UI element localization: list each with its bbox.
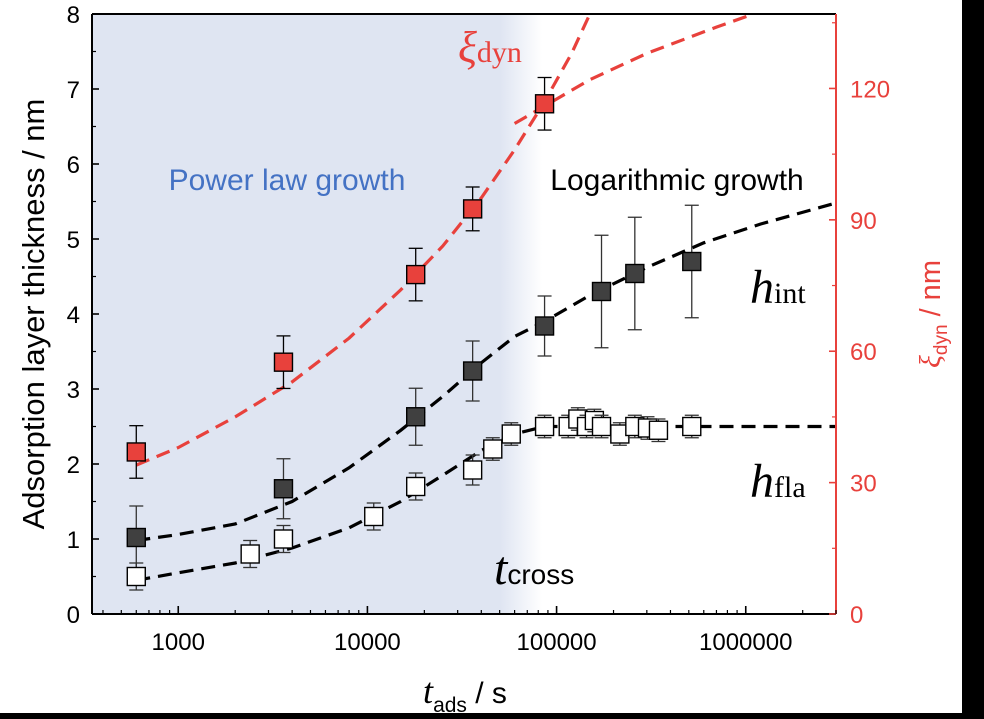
y-tick-label-left: 2 (67, 452, 80, 479)
h_int-marker (462, 361, 483, 381)
h_fla-point (483, 437, 503, 461)
x-tick-label: 100000 (517, 629, 597, 656)
y-tick-label-left: 0 (67, 602, 80, 629)
h_fla-marker (682, 416, 702, 437)
h_int-point (534, 295, 555, 357)
h_fla-point (648, 418, 669, 443)
t-cross-label: tcross (494, 542, 574, 595)
h_fla-marker (126, 566, 146, 587)
h-int-label-main: h (750, 261, 774, 314)
y-tick-label-right: 90 (850, 208, 877, 235)
power-law-region (92, 14, 502, 614)
h_int-point (406, 387, 426, 446)
h_int-marker (625, 263, 645, 284)
y-tick-label-left: 4 (67, 302, 80, 329)
xi_dyn-marker (406, 264, 426, 285)
fit-line-xi_dyn-2 (135, 14, 592, 467)
h_fla-marker (364, 506, 384, 527)
xi-dyn-label-main: ξ (458, 23, 477, 72)
h_int-marker (591, 281, 612, 302)
h_fla-marker (462, 460, 483, 480)
y-tick-label-right: 30 (850, 471, 877, 498)
h-int-label: hint (750, 261, 806, 314)
h-fla-label: hfla (750, 455, 806, 508)
h_int-marker (406, 407, 426, 427)
h_int-marker (682, 251, 702, 272)
chart: 0 1 2 3 4 5 6 7 8 0 30 60 90 120 1000 10000 100000 100000… (16, 2, 952, 713)
h_int-marker (273, 479, 294, 499)
h_fla-marker (501, 424, 521, 444)
x-tick-label: 1000 (152, 629, 205, 656)
xi_dyn-point (534, 76, 555, 131)
h_fla-marker (483, 439, 503, 459)
xi_dyn-point (126, 425, 146, 479)
h_fla-point (534, 414, 555, 439)
x-axis-label-sub: ads (433, 694, 467, 713)
y-tick-label-left: 5 (67, 227, 80, 254)
y-tick-label-left: 7 (67, 77, 80, 104)
h_fla-marker (591, 416, 612, 437)
xi_dyn-marker (534, 94, 555, 114)
h_fla-point (682, 414, 702, 439)
xi_dyn-marker (462, 199, 483, 219)
y-tick-label-left: 8 (67, 2, 80, 29)
h_int-point (462, 340, 483, 402)
x-tick-label: 1000000 (699, 629, 792, 656)
xi_dyn-marker (273, 352, 294, 372)
y-tick-label-left: 6 (67, 152, 80, 179)
h_int-point (682, 204, 702, 319)
h_int-point (625, 216, 645, 331)
y-axis-label-right: ξdyn / nm (914, 260, 952, 368)
xi_dyn-point (273, 335, 294, 390)
h_fla-point (591, 414, 612, 439)
h_int-point (126, 505, 146, 570)
h_fla-point (273, 524, 294, 554)
xi_dyn-point (462, 186, 483, 232)
h_fla-marker (648, 420, 669, 440)
figure-frame: 0 1 2 3 4 5 6 7 8 0 30 60 90 120 1000 10000 100000 100000… (0, 0, 962, 713)
h_int-marker (534, 316, 555, 336)
h_fla-marker (240, 544, 260, 564)
h_int-point (273, 458, 294, 520)
x-axis-label-unit: / s (467, 677, 507, 710)
x-axis-label: tads / s (423, 671, 507, 713)
y-axis-label-left: Adsorption layer thickness / nm (16, 99, 51, 530)
fit-line-h_fla-1 (136, 424, 836, 582)
h_int-marker (126, 527, 146, 548)
t-cross-sub: cross (507, 559, 574, 590)
y-tick-label-left: 1 (67, 527, 80, 554)
h_fla-point (462, 454, 483, 486)
xi_dyn-point (406, 247, 426, 302)
y-axis-label-right-sub: dyn (931, 324, 952, 355)
y-tick-label-right: 120 (850, 76, 890, 103)
y-axis-label-right-main: ξ (914, 355, 947, 368)
h-int-label-sub: int (774, 277, 806, 310)
y-tick-label-left: 3 (67, 377, 80, 404)
y-tick-label-right: 0 (850, 602, 863, 629)
h-fla-label-sub: fla (774, 471, 806, 504)
xi_dyn-marker (126, 442, 146, 462)
xi-dyn-label: ξdyn (458, 23, 522, 72)
h-fla-label-main: h (750, 455, 774, 508)
xi-dyn-label-sub: dyn (477, 36, 522, 69)
h_int-point (591, 234, 612, 349)
y-tick-label-right: 60 (850, 339, 877, 366)
h_fla-marker (534, 416, 555, 437)
y-axis-label-right-unit: / nm (915, 260, 947, 324)
h_fla-marker (406, 476, 426, 497)
h_fla-point (240, 539, 260, 569)
h_fla-point (610, 422, 630, 446)
t-cross-main: t (494, 542, 509, 595)
h_fla-point (364, 502, 384, 531)
logarithmic-growth-label: Logarithmic growth (550, 164, 803, 197)
h_fla-point (406, 472, 426, 501)
h_fla-point (501, 422, 521, 446)
x-tick-label: 10000 (334, 629, 401, 656)
x-axis-label-main: t (423, 671, 434, 711)
h_fla-marker (273, 529, 294, 549)
h_fla-point (126, 562, 146, 591)
power-law-growth-label: Power law growth (169, 164, 406, 197)
